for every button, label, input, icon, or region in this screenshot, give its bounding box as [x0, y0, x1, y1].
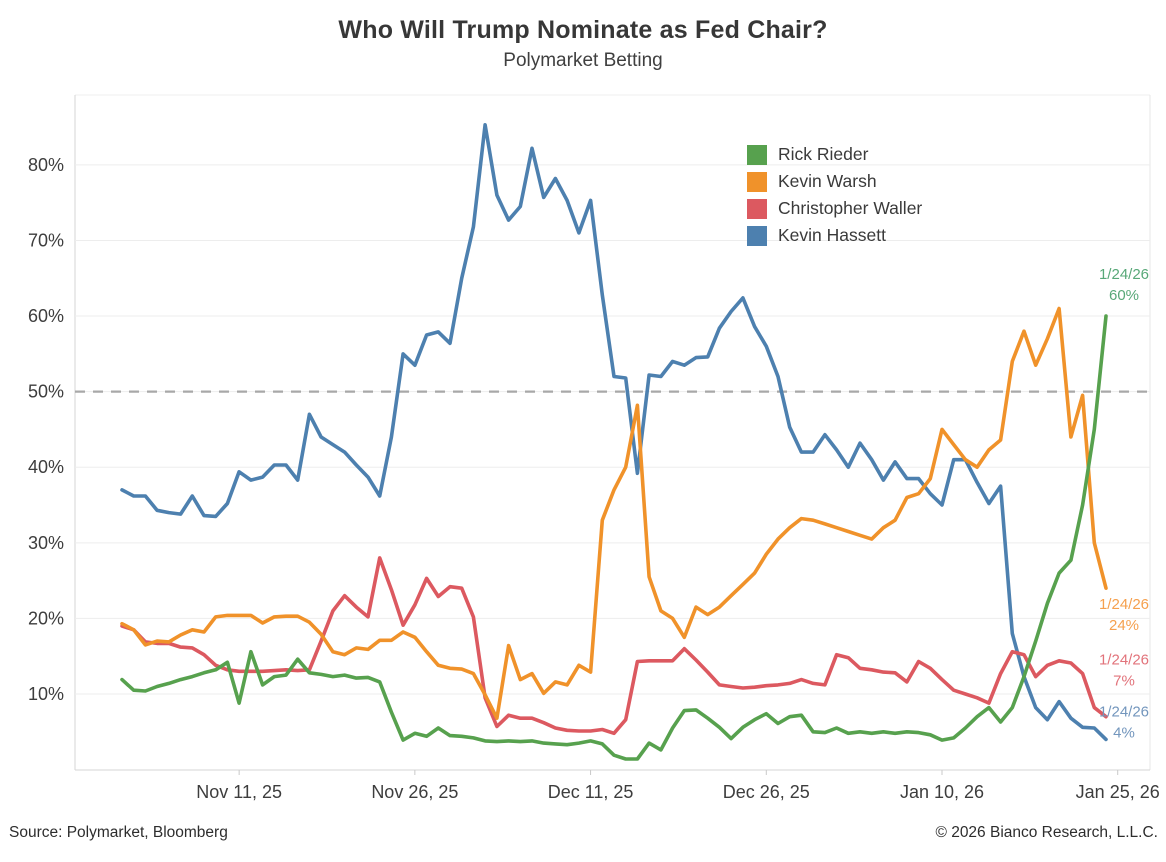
legend-label: Rick Rieder [778, 144, 869, 164]
y-tick-label: 50% [28, 382, 64, 402]
x-tick-label: Nov 26, 25 [371, 782, 458, 802]
source-note: Source: Polymarket, Bloomberg [9, 824, 228, 841]
legend-item-kevin-warsh: Kevin Warsh [747, 168, 922, 195]
legend-item-kevin-hassett: Kevin Hassett [747, 222, 922, 249]
chart-subtitle: Polymarket Betting [503, 50, 663, 71]
series-line-christopher-waller [120, 556, 1108, 736]
y-tick-label: 10% [28, 684, 64, 704]
series-line-rick-rieder [120, 314, 1108, 761]
legend-label: Kevin Hassett [778, 225, 886, 245]
y-tick-label: 60% [28, 306, 64, 326]
end-annotation-value-rick-rieder: 60% [1109, 287, 1139, 304]
end-annotation-date-kevin-warsh: 1/24/26 [1099, 596, 1149, 613]
legend-label: Kevin Warsh [778, 171, 877, 191]
legend-item-christopher-waller: Christopher Waller [747, 195, 922, 222]
x-tick-label: Dec 26, 25 [723, 782, 810, 802]
legend-swatch-icon [747, 198, 767, 219]
copyright-note: © 2026 Bianco Research, L.L.C. [935, 824, 1158, 841]
legend-label: Christopher Waller [778, 198, 923, 218]
end-annotation-value-kevin-hassett: 4% [1113, 724, 1135, 741]
y-tick-label: 70% [28, 230, 64, 250]
legend-swatch-icon [747, 171, 767, 192]
footer: Source: Polymarket, Bloomberg © 2026 Bia… [0, 824, 1166, 842]
x-tick-label: Jan 25, 26 [1076, 782, 1160, 802]
series-line-kevin-warsh [120, 306, 1108, 721]
legend-swatch-icon [747, 225, 767, 246]
y-tick-label: 30% [28, 533, 64, 553]
x-tick-label: Nov 11, 25 [196, 782, 282, 802]
y-tick-label: 80% [28, 155, 64, 175]
legend-swatch-icon [747, 144, 767, 165]
y-tick-label: 20% [28, 608, 64, 628]
end-annotation-value-christopher-waller: 7% [1113, 673, 1135, 690]
end-annotation-date-kevin-hassett: 1/24/26 [1099, 703, 1149, 720]
legend: Rick Rieder Kevin Warsh Christopher Waller… [747, 141, 922, 249]
end-annotation-value-kevin-warsh: 24% [1109, 617, 1139, 634]
end-annotation-date-christopher-waller: 1/24/26 [1099, 652, 1149, 669]
x-tick-label: Jan 10, 26 [900, 782, 984, 802]
series-line-kevin-hassett [120, 123, 1108, 742]
y-tick-label: 40% [28, 457, 64, 477]
chart-title: Who Will Trump Nominate as Fed Chair? [338, 16, 828, 44]
end-annotation-date-rick-rieder: 1/24/26 [1099, 266, 1149, 283]
legend-item-rick-rieder: Rick Rieder [747, 141, 922, 168]
x-tick-label: Dec 11, 25 [548, 782, 634, 802]
